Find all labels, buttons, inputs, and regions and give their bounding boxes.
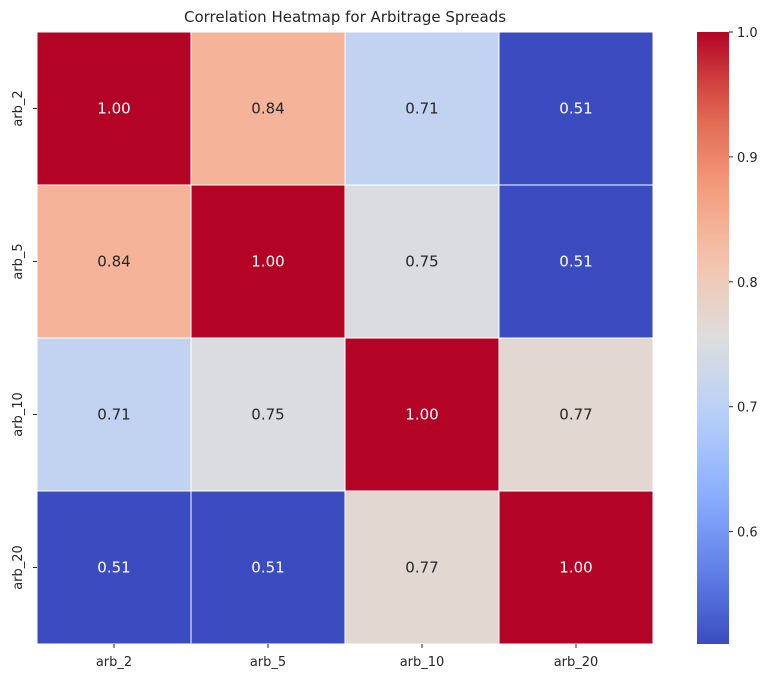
heatmap-annotations: 1.00 0.84 0.71 0.51 0.84 1.00 0.75 0.51 0.71 0.75… bbox=[97, 100, 592, 577]
colorbar-tick-label: 0.8 bbox=[737, 276, 758, 291]
colorbar-tick-label: 0.7 bbox=[737, 401, 758, 416]
x-tick-label: arb_5 bbox=[250, 655, 286, 670]
heatmap-cell bbox=[498, 184, 654, 339]
y-tick-label: arb_2 bbox=[11, 90, 26, 126]
cell-value-label: 0.84 bbox=[97, 253, 130, 271]
y-tick-label: arb_20 bbox=[11, 545, 26, 590]
cell-value-label: 1.00 bbox=[251, 253, 284, 271]
cell-value-label: 1.00 bbox=[97, 100, 130, 118]
cell-value-label: 0.71 bbox=[97, 406, 130, 424]
cell-value-label: 0.77 bbox=[559, 406, 592, 424]
heatmap-cell bbox=[36, 490, 192, 645]
heatmap-cell bbox=[36, 184, 192, 339]
heatmap-cell bbox=[190, 490, 346, 645]
cell-value-label: 0.71 bbox=[405, 100, 438, 118]
heatmap-cell bbox=[36, 31, 192, 186]
heatmap-cell bbox=[190, 31, 346, 186]
colorbar: 0.6 0.7 0.8 0.9 1.0 bbox=[697, 26, 758, 644]
heatmap-cell bbox=[498, 490, 654, 645]
colorbar-gradient bbox=[697, 32, 729, 644]
colorbar-tick-label: 0.9 bbox=[737, 151, 758, 166]
heatmap-cells bbox=[36, 31, 654, 645]
y-tick-label: arb_5 bbox=[11, 243, 26, 279]
heatmap-cell bbox=[344, 184, 500, 339]
x-tick-label: arb_10 bbox=[400, 655, 445, 670]
heatmap-cell bbox=[498, 31, 654, 186]
x-tick-label: arb_2 bbox=[96, 655, 132, 670]
cell-value-label: 1.00 bbox=[559, 559, 592, 577]
colorbar-tick-label: 1.0 bbox=[737, 26, 758, 41]
heatmap-cell bbox=[344, 31, 500, 186]
cell-value-label: 0.51 bbox=[559, 100, 592, 118]
colorbar-ticks: 0.6 0.7 0.8 0.9 1.0 bbox=[729, 26, 758, 541]
cell-value-label: 1.00 bbox=[405, 406, 438, 424]
cell-value-label: 0.75 bbox=[251, 406, 284, 424]
x-tick-labels: arb_2 arb_5 arb_10 arb_20 bbox=[96, 644, 598, 670]
cell-value-label: 0.84 bbox=[251, 100, 284, 118]
y-tick-labels: arb_2 arb_5 arb_10 arb_20 bbox=[11, 90, 37, 590]
heatmap-cell bbox=[190, 337, 346, 492]
x-tick-label: arb_20 bbox=[554, 655, 599, 670]
cell-value-label: 0.51 bbox=[559, 253, 592, 271]
cell-value-label: 0.51 bbox=[97, 559, 130, 577]
colorbar-tick-label: 0.6 bbox=[737, 526, 758, 541]
chart-title: Correlation Heatmap for Arbitrage Spread… bbox=[184, 8, 506, 26]
heatmap-cell bbox=[190, 184, 346, 339]
heatmap-cell bbox=[344, 490, 500, 645]
cell-value-label: 0.51 bbox=[251, 559, 284, 577]
heatmap-cell bbox=[498, 337, 654, 492]
cell-value-label: 0.75 bbox=[405, 253, 438, 271]
y-tick-label: arb_10 bbox=[11, 392, 26, 437]
cell-value-label: 0.77 bbox=[405, 559, 438, 577]
